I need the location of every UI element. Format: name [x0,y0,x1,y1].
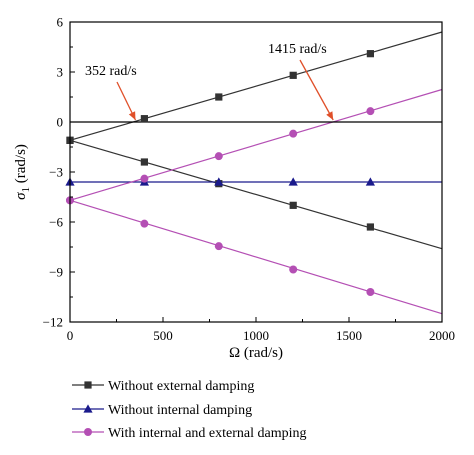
x-tick-label: 0 [67,328,74,343]
x-axis: 0 500 1000 1500 2000 [67,317,455,343]
y-axis-title-unit: (rad/s) [13,144,29,187]
series-2-branch-1-point [366,288,375,296]
series-0-branch-1-line [69,139,443,250]
series-1-branch-0-point [365,177,375,186]
legend-label-0: Without external damping [108,379,254,394]
annotation-label-0: 352 rad/s [85,64,137,79]
series-0-branch-0-point [366,50,374,58]
series-0-branch-0-point [215,93,223,101]
series-0-branch-1-point [366,223,374,231]
series-2-branch-0-point [140,174,149,183]
series-0-branch-1-point [289,201,297,209]
legend-marker-0 [84,381,92,389]
legend: Without external damping Without internal… [72,379,306,441]
y-tick-label: −9 [49,265,63,280]
series-2-branch-0-point [366,107,375,116]
y-tick-label: −12 [43,315,63,330]
series-2-branch-1-line [69,199,443,315]
series-2-branch-1-point [214,242,223,251]
annotation-arrowhead-0 [128,111,136,120]
plot-area [70,22,442,322]
series-2-branch-0-point [289,129,298,138]
y-tick-label: 3 [57,65,64,80]
y-axis-title-symbol: σ [13,192,29,200]
y-tick-label: 0 [57,115,64,130]
series-2-branch-1-point [140,219,149,228]
series-1-branch-0-point [214,177,224,186]
y-axis-title-subscript: 1 [20,187,32,193]
series-2-branch-0-line [69,88,443,201]
x-axis-title: Ω (rad/s) [229,345,283,361]
legend-label-2: With internal and external damping [108,426,306,441]
annotation-arrow-1 [299,59,334,121]
series-2-branch-0-point [214,152,223,161]
series-0-branch-0-point [140,115,148,123]
legend-label-1: Without internal damping [108,403,252,418]
series-1-branch-0-point [288,177,298,186]
y-tick-label: 6 [57,15,64,30]
series-2-branch-1-point [289,265,298,274]
legend-marker-1 [83,404,93,413]
y-axis: −12 −9 −6 −3 0 3 6 [43,15,75,330]
annotation-arrowhead-1 [326,111,334,120]
y-axis-title: σ1 (rad/s) [13,144,32,200]
legend-marker-2 [84,428,92,436]
series-0-branch-1-point [140,158,148,166]
x-tick-label: 1500 [336,328,362,343]
annotation-label-1: 1415 rad/s [268,42,327,57]
annotations: 352 rad/s 1415 rad/s [85,42,334,121]
y-tick-label: −3 [49,165,63,180]
x-tick-label: 2000 [429,328,455,343]
x-tick-label: 500 [153,328,173,343]
series-0-branch-0-point [289,71,297,79]
y-tick-label: −6 [49,215,63,230]
x-tick-label: 1000 [243,328,269,343]
